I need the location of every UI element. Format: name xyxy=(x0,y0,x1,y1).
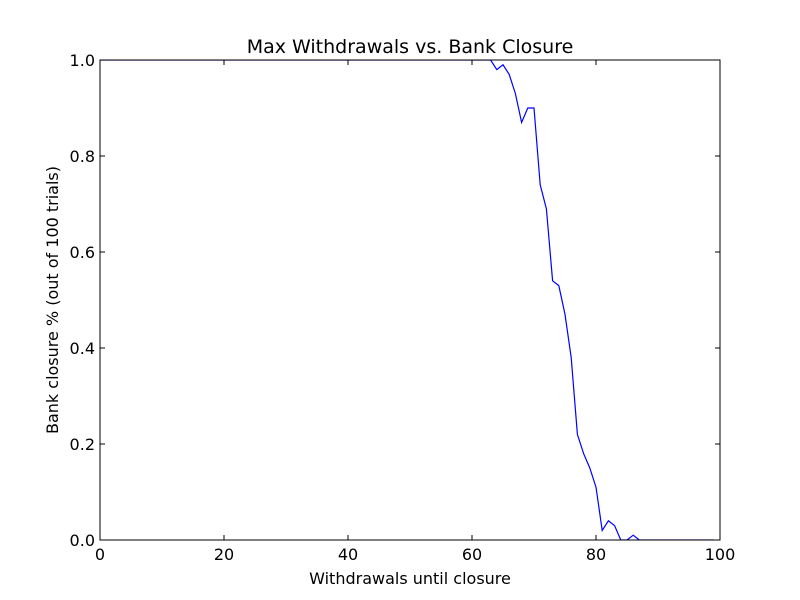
x-tick-label: 100 xyxy=(705,545,736,564)
x-tick-label: 20 xyxy=(214,545,234,564)
plot-frame xyxy=(99,59,721,541)
chart-title: Max Withdrawals vs. Bank Closure xyxy=(247,36,574,58)
y-tick-label: 0.8 xyxy=(70,147,95,166)
ticks-layer xyxy=(99,59,721,541)
x-axis-label: Withdrawals until closure xyxy=(309,569,511,588)
series-layer xyxy=(100,60,714,540)
y-tick-label: 0.2 xyxy=(70,435,95,454)
x-tick-label: 40 xyxy=(338,545,358,564)
x-tick-label: 60 xyxy=(462,545,482,564)
y-tick-label: 0.0 xyxy=(70,531,95,550)
x-tick-label: 80 xyxy=(586,545,606,564)
x-tick-label: 0 xyxy=(95,545,105,564)
y-tick-labels: 0.0 0.2 0.4 0.6 0.8 1.0 xyxy=(70,51,95,550)
y-tick-label: 1.0 xyxy=(70,51,95,70)
series-line xyxy=(100,60,714,540)
y-tick-label: 0.6 xyxy=(70,243,95,262)
y-tick-label: 0.4 xyxy=(70,339,95,358)
x-tick-labels: 0 20 40 60 80 100 xyxy=(95,545,735,564)
y-axis-label: Bank closure % (out of 100 trials) xyxy=(43,166,62,434)
plot-area xyxy=(99,59,721,541)
